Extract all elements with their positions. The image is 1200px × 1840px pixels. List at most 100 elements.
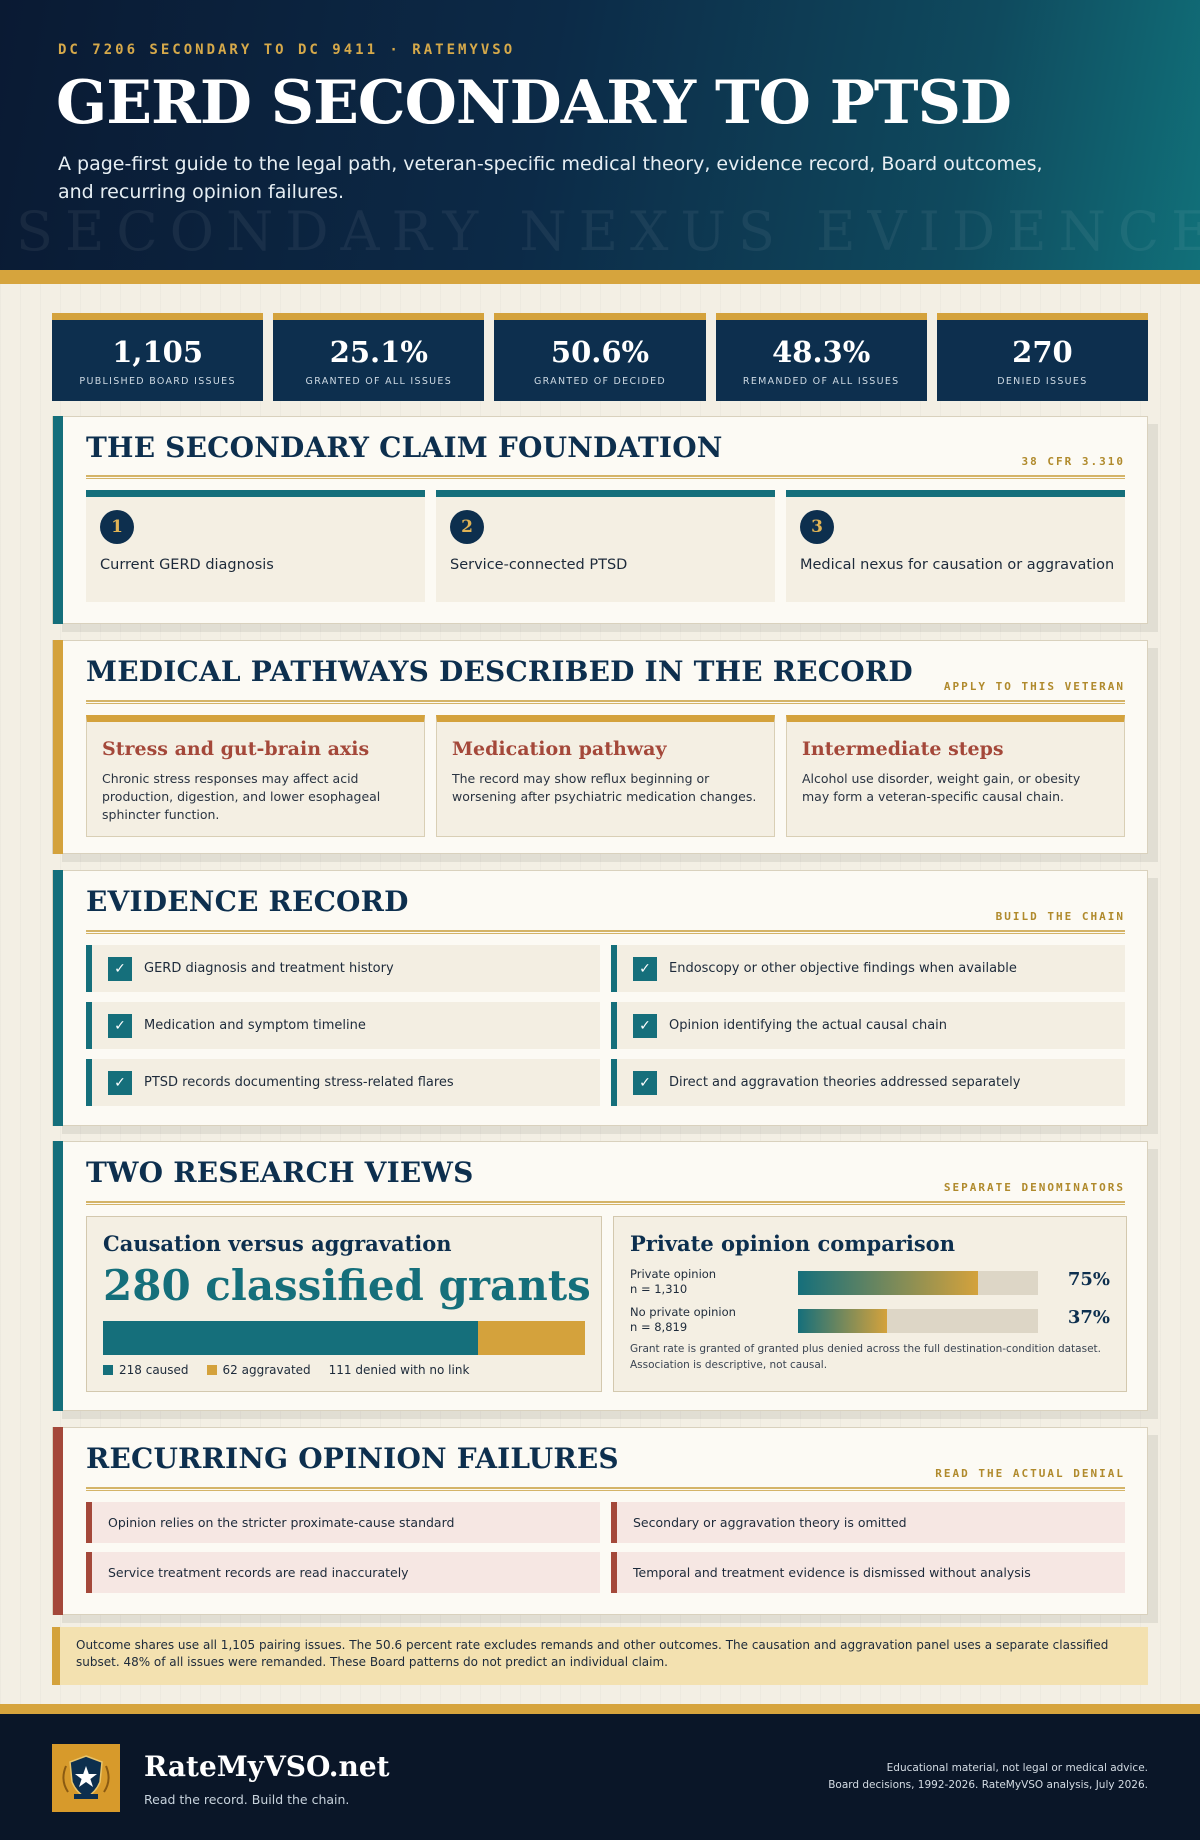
section-title: RECURRING OPINION FAILURES: [86, 1442, 619, 1475]
stat-value: 25.1%: [329, 335, 428, 369]
checkmark-icon: ✓: [108, 1071, 132, 1095]
checkmark-icon: ✓: [108, 1014, 132, 1038]
evidence-item: ✓ Medication and symptom timeline: [86, 1002, 600, 1049]
pathway-card: Intermediate steps Alcohol use disorder, …: [786, 715, 1125, 837]
stat-value: 50.6%: [550, 335, 650, 369]
page-subtitle: A page-first guide to the legal path, ve…: [58, 153, 1043, 203]
private-opinion-row: Private opinion n = 1,310 75%: [630, 1267, 1110, 1301]
pathway-card: Stress and gut-brain axis Chronic stress …: [86, 715, 425, 837]
causation-legend: 218 caused 62 aggravated 111 denied with…: [103, 1363, 469, 1377]
section-rule: [86, 700, 1125, 704]
failure-item: Service treatment records are read inacc…: [86, 1552, 600, 1593]
shield-logo-icon: [52, 1744, 120, 1812]
aggravated-segment: [478, 1321, 585, 1355]
failure-item: Opinion relies on the stricter proximate…: [86, 1502, 600, 1543]
private-opinion-note: Grant rate is granted of granted plus de…: [630, 1341, 1110, 1373]
row-label-n: n = 1,310: [630, 1282, 688, 1296]
stats-row: 1,105 PUBLISHED BOARD ISSUES 25.1% GRANTED…: [52, 313, 1149, 401]
evidence-text: PTSD records documenting stress-related …: [144, 1075, 454, 1090]
failure-item: Secondary or aggravation theory is omitt…: [611, 1502, 1125, 1543]
checkmark-icon: ✓: [108, 957, 132, 981]
section-tag: 38 CFR 3.310: [1021, 455, 1125, 468]
evidence-panel: EVIDENCE RECORD BUILD THE CHAIN ✓ GERD di…: [52, 870, 1148, 1126]
hero-header: DC 7206 SECONDARY TO DC 9411 · RATEMYVSO…: [0, 0, 1200, 270]
row-label-name: No private opinion: [630, 1305, 736, 1319]
gold-divider: [0, 270, 1200, 284]
foundation-panel: THE SECONDARY CLAIM FOUNDATION 38 CFR 3.…: [52, 416, 1148, 624]
causation-stacked-bar: [103, 1321, 585, 1355]
panel-accent: [53, 640, 63, 854]
private-opinion-box: Private opinion comparison Private opini…: [613, 1216, 1127, 1392]
legend-aggravated-text: 62 aggravated: [222, 1363, 311, 1377]
evidence-item: ✓ PTSD records documenting stress-related…: [86, 1059, 600, 1106]
legend-caused: 218 caused: [103, 1363, 189, 1377]
causation-box: Causation versus aggravation 280 classif…: [86, 1216, 602, 1392]
section-title: TWO RESEARCH VIEWS: [86, 1156, 474, 1189]
pathway-text: Alcohol use disorder, weight gain, or ob…: [802, 771, 1081, 804]
stat-card: 48.3% REMANDED OF ALL ISSUES: [715, 313, 927, 401]
methodology-note: Outcome shares use all 1,105 pairing iss…: [52, 1627, 1148, 1685]
row-label-name: Private opinion: [630, 1267, 717, 1281]
header-kicker: DC 7206 SECONDARY TO DC 9411 · RATEMYVSO: [58, 42, 516, 58]
step-number: 2: [450, 510, 484, 544]
causation-heading: Causation versus aggravation: [103, 1231, 452, 1256]
evidence-item: ✓ Opinion identifying the actual causal c…: [611, 1002, 1125, 1049]
evidence-text: Opinion identifying the actual causal ch…: [669, 1018, 948, 1033]
pathway-title: Intermediate steps: [802, 738, 1004, 760]
evidence-item: ✓ Endoscopy or other objective findings w…: [611, 945, 1125, 992]
foundation-card: 2 Service-connected PTSD: [436, 490, 775, 602]
note-line: Association is descriptive, not causal.: [630, 1359, 828, 1371]
row-label: No private opinion n = 8,819: [630, 1305, 736, 1335]
pathway-text: Chronic stress responses may affect acid…: [102, 771, 381, 822]
evidence-text: GERD diagnosis and treatment history: [144, 961, 394, 976]
section-tag: APPLY TO THIS VETERAN: [943, 680, 1125, 693]
stat-value: 1,105: [112, 335, 203, 369]
research-panel: TWO RESEARCH VIEWS SEPARATE DENOMINATORS…: [52, 1141, 1148, 1411]
row-label-n: n = 8,819: [630, 1320, 688, 1334]
page-title: GERD SECONDARY TO PTSD: [56, 68, 1012, 138]
foundation-card: 1 Current GERD diagnosis: [86, 490, 425, 602]
step-number: 3: [800, 510, 834, 544]
stat-label: REMANDED OF ALL ISSUES: [742, 376, 900, 387]
panel-accent: [53, 416, 63, 624]
bar-fill: [798, 1271, 978, 1295]
row-percent: 37%: [1067, 1307, 1110, 1328]
bar-track: [798, 1309, 1038, 1333]
ghost-watermark-text: SECONDARY NEXUS EVIDENCE: [16, 200, 1200, 263]
evidence-text: Endoscopy or other objective findings wh…: [669, 961, 1017, 976]
pathway-title: Stress and gut-brain axis: [102, 738, 370, 760]
foundation-text: Current GERD diagnosis: [100, 557, 274, 573]
failure-text: Secondary or aggravation theory is omitt…: [633, 1515, 907, 1530]
evidence-item: ✓ Direct and aggravation theories address…: [611, 1059, 1125, 1106]
stat-label: GRANTED OF DECIDED: [533, 376, 667, 387]
evidence-item: ✓ GERD diagnosis and treatment history: [86, 945, 600, 992]
foundation-text: Service-connected PTSD: [450, 557, 628, 573]
section-title: EVIDENCE RECORD: [86, 885, 409, 918]
section-rule: [86, 1201, 1125, 1205]
checkmark-icon: ✓: [633, 957, 657, 981]
footer-brand: RateMyVSO.net: [144, 1750, 390, 1783]
classified-grants-headline: 280 classified grants: [103, 1261, 591, 1310]
legend-swatch: [206, 1365, 217, 1375]
row-label: Private opinion n = 1,310: [630, 1267, 716, 1297]
stat-card: 25.1% GRANTED OF ALL ISSUES: [273, 313, 485, 401]
failure-item: Temporal and treatment evidence is dismi…: [611, 1552, 1125, 1593]
footer-tagline: Read the record. Build the chain.: [144, 1792, 350, 1807]
pathways-panel: MEDICAL PATHWAYS DESCRIBED IN THE RECORD…: [52, 640, 1148, 854]
legend-swatch: [103, 1365, 113, 1375]
section-rule: [86, 930, 1125, 934]
footer-disclaimer: Educational material, not legal or medic…: [828, 1760, 1148, 1794]
section-rule: [86, 475, 1125, 479]
panel-accent: [53, 1141, 63, 1411]
note-line: Grant rate is granted of granted plus de…: [630, 1343, 1101, 1355]
legend-denied-text: 111 denied with no link: [328, 1363, 470, 1377]
footer: RateMyVSO.net Read the record. Build the…: [0, 1714, 1200, 1840]
checkmark-icon: ✓: [633, 1071, 657, 1095]
row-percent: 75%: [1067, 1269, 1110, 1290]
stat-card: 270 DENIED ISSUES: [936, 313, 1149, 401]
step-number: 1: [100, 510, 134, 544]
no-private-opinion-row: No private opinion n = 8,819 37%: [630, 1305, 1110, 1339]
caused-segment: [103, 1321, 479, 1355]
evidence-text: Direct and aggravation theories addresse…: [669, 1075, 1021, 1090]
evidence-text: Medication and symptom timeline: [144, 1018, 366, 1033]
